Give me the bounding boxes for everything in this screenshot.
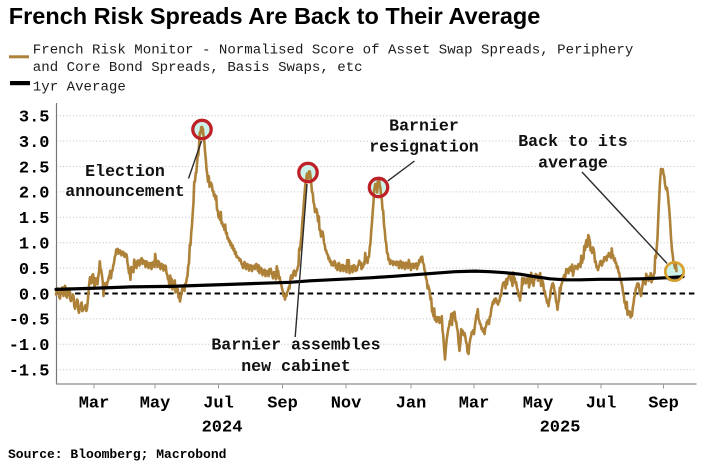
svg-text:resignation: resignation <box>369 138 479 157</box>
svg-text:2.0: 2.0 <box>19 185 50 204</box>
svg-text:Election: Election <box>85 162 165 181</box>
svg-text:Jul: Jul <box>203 394 234 413</box>
svg-text:3.5: 3.5 <box>19 109 50 128</box>
svg-text:1yr Average: 1yr Average <box>33 79 126 95</box>
svg-text:announcement: announcement <box>65 182 185 201</box>
svg-text:French Risk Monitor - Normalis: French Risk Monitor - Normalised Score o… <box>33 43 634 59</box>
svg-text:0.0: 0.0 <box>19 286 50 305</box>
svg-text:2.5: 2.5 <box>19 159 50 178</box>
svg-text:-0.5: -0.5 <box>9 312 50 331</box>
svg-text:2024: 2024 <box>202 419 243 438</box>
svg-text:-1.0: -1.0 <box>9 337 50 356</box>
svg-text:Sep: Sep <box>267 394 298 413</box>
svg-text:May: May <box>523 394 554 413</box>
svg-text:Barnier: Barnier <box>389 116 459 135</box>
svg-text:Barnier assembles: Barnier assembles <box>211 336 380 355</box>
svg-text:Mar: Mar <box>79 394 110 413</box>
svg-text:0.5: 0.5 <box>19 261 50 280</box>
svg-text:Source: Bloomberg; Macrobond: Source: Bloomberg; Macrobond <box>8 447 226 462</box>
svg-text:Back to its: Back to its <box>518 132 628 151</box>
svg-text:and Core Bond Spreads, Basis S: and Core Bond Spreads, Basis Swaps, etc <box>33 60 363 76</box>
svg-text:May: May <box>140 394 171 413</box>
svg-text:Jul: Jul <box>586 394 617 413</box>
svg-text:average: average <box>538 154 608 173</box>
svg-text:Mar: Mar <box>459 394 490 413</box>
svg-text:3.0: 3.0 <box>19 134 50 153</box>
svg-text:Sep: Sep <box>648 394 679 413</box>
svg-text:1.0: 1.0 <box>19 236 50 255</box>
svg-text:new cabinet: new cabinet <box>241 357 351 376</box>
svg-text:Jan: Jan <box>396 394 427 413</box>
svg-text:2025: 2025 <box>540 419 581 438</box>
svg-text:1.5: 1.5 <box>19 210 50 229</box>
svg-text:-1.5: -1.5 <box>9 363 50 382</box>
svg-text:Nov: Nov <box>331 394 362 413</box>
svg-text:French Risk Spreads Are Back t: French Risk Spreads Are Back to Their Av… <box>9 3 541 29</box>
